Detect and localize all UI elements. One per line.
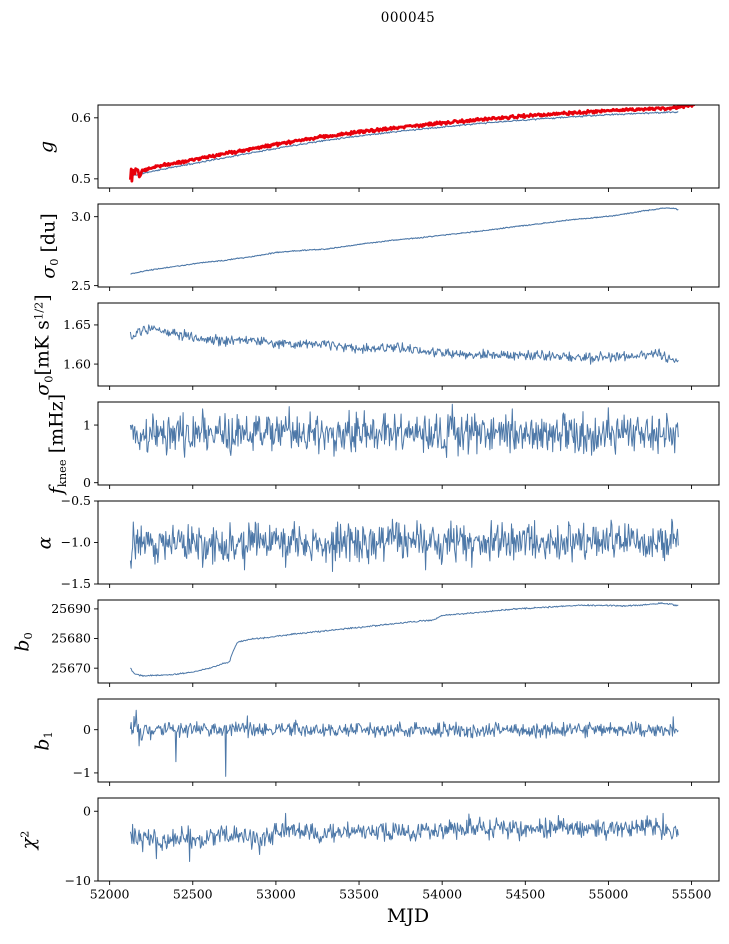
chi2-series-chi2 — [129, 812, 679, 862]
ytick-label-b0-2: 25690 — [51, 601, 91, 616]
ytick-label-fknee-0: 0 — [83, 475, 91, 490]
sigma0-mk-series-sigma0-mk — [129, 324, 679, 365]
panel-alpha: −0.5 −1.0 −1.5 — [61, 493, 720, 591]
ytick-label-chi2-1: −10 — [65, 873, 91, 888]
ylabel-b1: b1 — [31, 730, 56, 751]
ytick-label-sigma0-mk-0: 1.60 — [63, 356, 91, 371]
ytick-label-fknee-1: 1 — [83, 417, 91, 432]
alpha-series-alpha — [129, 518, 679, 573]
panel-chi2-frame — [97, 797, 720, 882]
ylabel-chi2: χ2 — [17, 830, 40, 849]
figure-title: 000045 — [380, 10, 436, 26]
xtick-label-53000: 53000 — [256, 887, 296, 902]
panel-g-frame — [97, 104, 720, 189]
xtick-label-55000: 55000 — [589, 887, 629, 902]
fknee-series-fknee — [129, 403, 679, 459]
panel-fknee-frame — [97, 401, 720, 486]
g-series-gain-smooth — [130, 111, 679, 177]
b1-series-b1 — [129, 709, 679, 777]
ytick-label-b1-0: 0 — [83, 722, 91, 737]
panel-b1: 0 −1 — [73, 698, 720, 786]
sigma0-du-series-sigma0-du — [130, 207, 679, 275]
panel-sigma0-du-frame — [97, 203, 720, 288]
ylabel-alpha: α — [33, 536, 56, 549]
ytick-label-alpha-0: −0.5 — [61, 493, 91, 508]
ytick-label-b1-1: −1 — [73, 765, 91, 780]
x-axis-label: MJD — [386, 905, 430, 927]
ytick-label-sigma0-du-1: 3.0 — [71, 209, 91, 224]
ytick-label-sigma0-du-0: 2.5 — [71, 278, 91, 293]
xtick-label-53500: 53500 — [339, 887, 379, 902]
panel-sigma0-mk-frame — [97, 302, 720, 387]
ytick-label-b0-1: 25680 — [51, 631, 91, 646]
panel-sigma0-mk: 1.60 1.65 — [63, 302, 720, 390]
xtick-label-55500: 55500 — [672, 887, 712, 902]
ylabel-b0: b0 — [11, 631, 36, 652]
ylabel-fknee: fknee [mHz] — [45, 393, 70, 494]
ytick-label-chi2-0: 0 — [83, 803, 91, 818]
b0-series-b0 — [130, 602, 679, 677]
panel-fknee: 01 — [83, 401, 720, 490]
xtick-label-54500: 54500 — [505, 887, 545, 902]
ylabel-sigma0-du: σ0 [du] — [37, 212, 62, 279]
panel-b1-frame — [97, 698, 720, 783]
panel-sigma0-du: 2.5 3.0 — [71, 203, 720, 293]
ylabel-g: g — [35, 140, 58, 153]
xtick-label-54000: 54000 — [422, 887, 462, 902]
ytick-label-b0-0: 25670 — [51, 660, 91, 675]
ytick-label-g-1: 0.6 — [71, 110, 91, 125]
panel-b0: 25670 25680 25690 — [51, 599, 720, 687]
ytick-label-g-0: 0.5 — [71, 171, 91, 186]
panel-b0-frame — [97, 599, 720, 684]
ytick-label-alpha-1: −1.0 — [61, 535, 91, 550]
panel-g: 0.5 0.6 — [71, 104, 720, 192]
xtick-label-52000: 52000 — [90, 887, 130, 902]
g-series-gain-raw — [129, 105, 696, 183]
ytick-label-sigma0-mk-1: 1.65 — [63, 317, 91, 332]
ytick-label-alpha-2: −1.5 — [61, 576, 91, 591]
ylabel-sigma0-mk: σ0[mK s1/2] — [31, 293, 56, 396]
xtick-label-52500: 52500 — [173, 887, 213, 902]
